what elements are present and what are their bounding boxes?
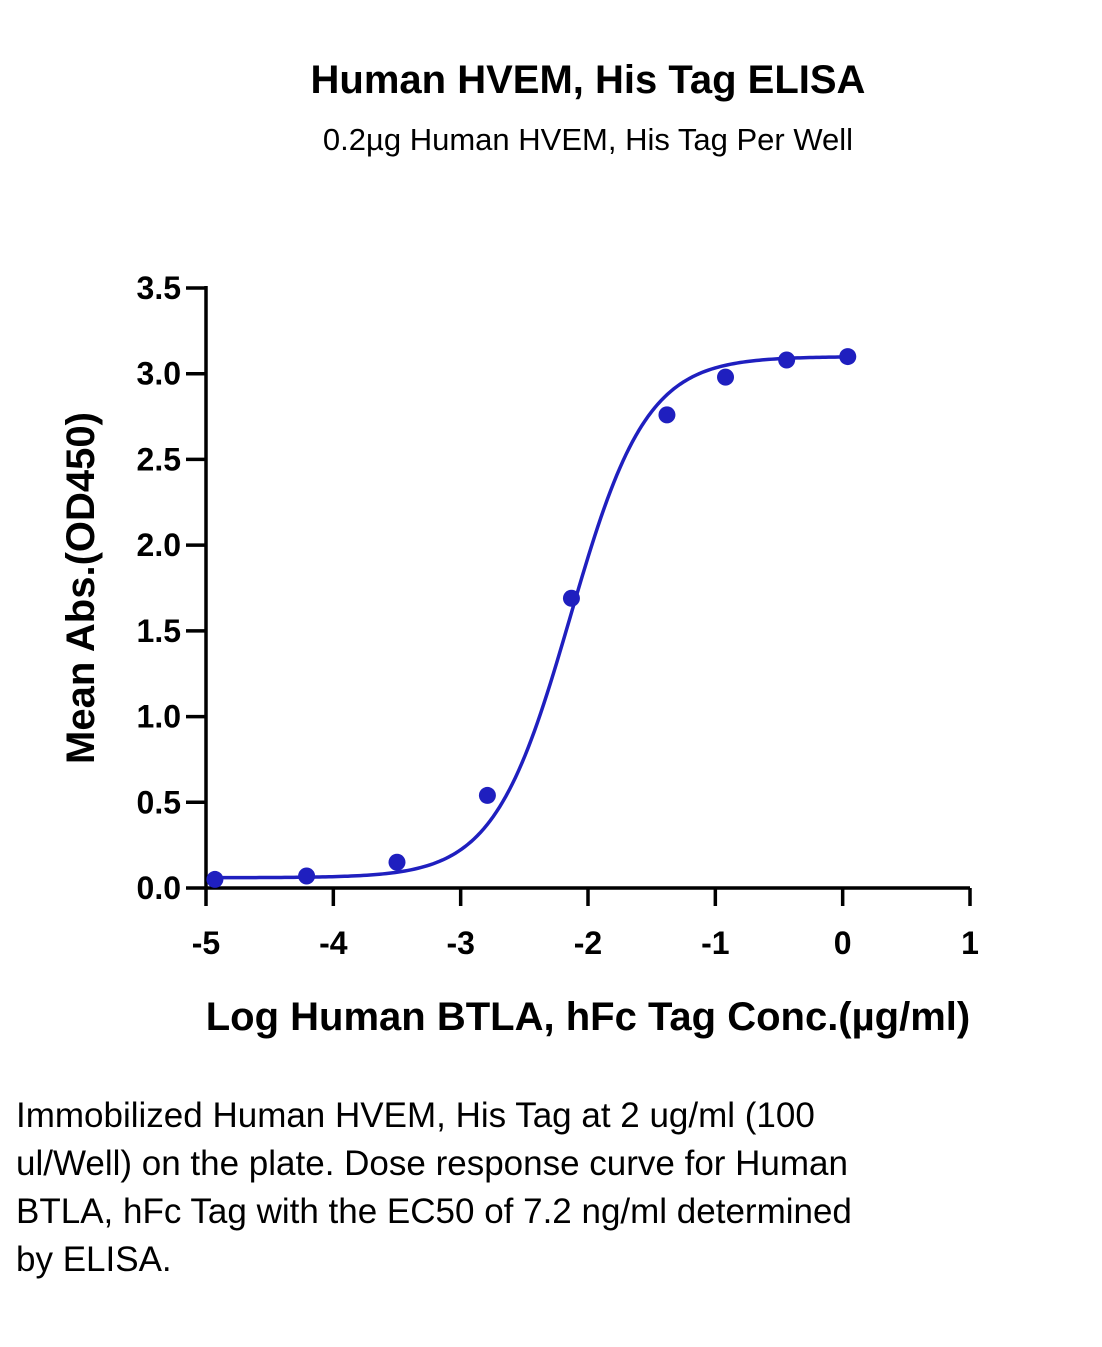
- y-axis-ticks: 0.0 0.5 1.0 1.5 2.0 2.5 3.0 3.5: [137, 270, 206, 906]
- x-tick-label: -1: [701, 925, 729, 961]
- fit-curve: [214, 355, 848, 880]
- data-point: [298, 867, 316, 885]
- y-tick-label: 2.5: [137, 441, 181, 477]
- data-point: [658, 406, 676, 424]
- series-layer: [206, 348, 857, 888]
- y-tick-label: 2.0: [137, 527, 181, 563]
- chart-subtitle: 0.2µg Human HVEM, His Tag Per Well: [323, 122, 853, 157]
- x-tick-label: -2: [574, 925, 602, 961]
- x-tick-label: 0: [834, 925, 852, 961]
- x-tick-label: -3: [446, 925, 474, 961]
- y-tick-label: 1.0: [137, 699, 181, 735]
- data-point: [778, 351, 796, 369]
- chart-title: Human HVEM, His Tag ELISA: [311, 58, 866, 102]
- data-point: [206, 870, 224, 888]
- y-tick-label: 1.5: [137, 613, 181, 649]
- y-tick-label: 0.0: [137, 870, 181, 906]
- y-axis-label: Mean Abs.(OD450): [59, 412, 103, 764]
- x-tick-label: 1: [961, 925, 979, 961]
- x-axis-ticks: -5 -4 -3 -2 -1 0 1: [192, 888, 979, 961]
- y-tick-label: 0.5: [137, 784, 181, 820]
- data-point: [562, 589, 580, 607]
- data-point: [388, 853, 406, 871]
- x-tick-label: -4: [319, 925, 348, 961]
- y-tick-label: 3.5: [137, 270, 181, 306]
- figure-caption: Immobilized Human HVEM, His Tag at 2 ug/…: [16, 1096, 852, 1279]
- data-point: [717, 368, 735, 386]
- data-point: [839, 348, 857, 366]
- x-axis-label: Log Human BTLA, hFc Tag Conc.(µg/ml): [206, 995, 970, 1039]
- data-point: [478, 786, 496, 804]
- elisa-chart: Human HVEM, His Tag ELISA 0.2µg Human HV…: [59, 58, 979, 1039]
- x-tick-label: -5: [192, 925, 220, 961]
- y-tick-label: 3.0: [137, 356, 181, 392]
